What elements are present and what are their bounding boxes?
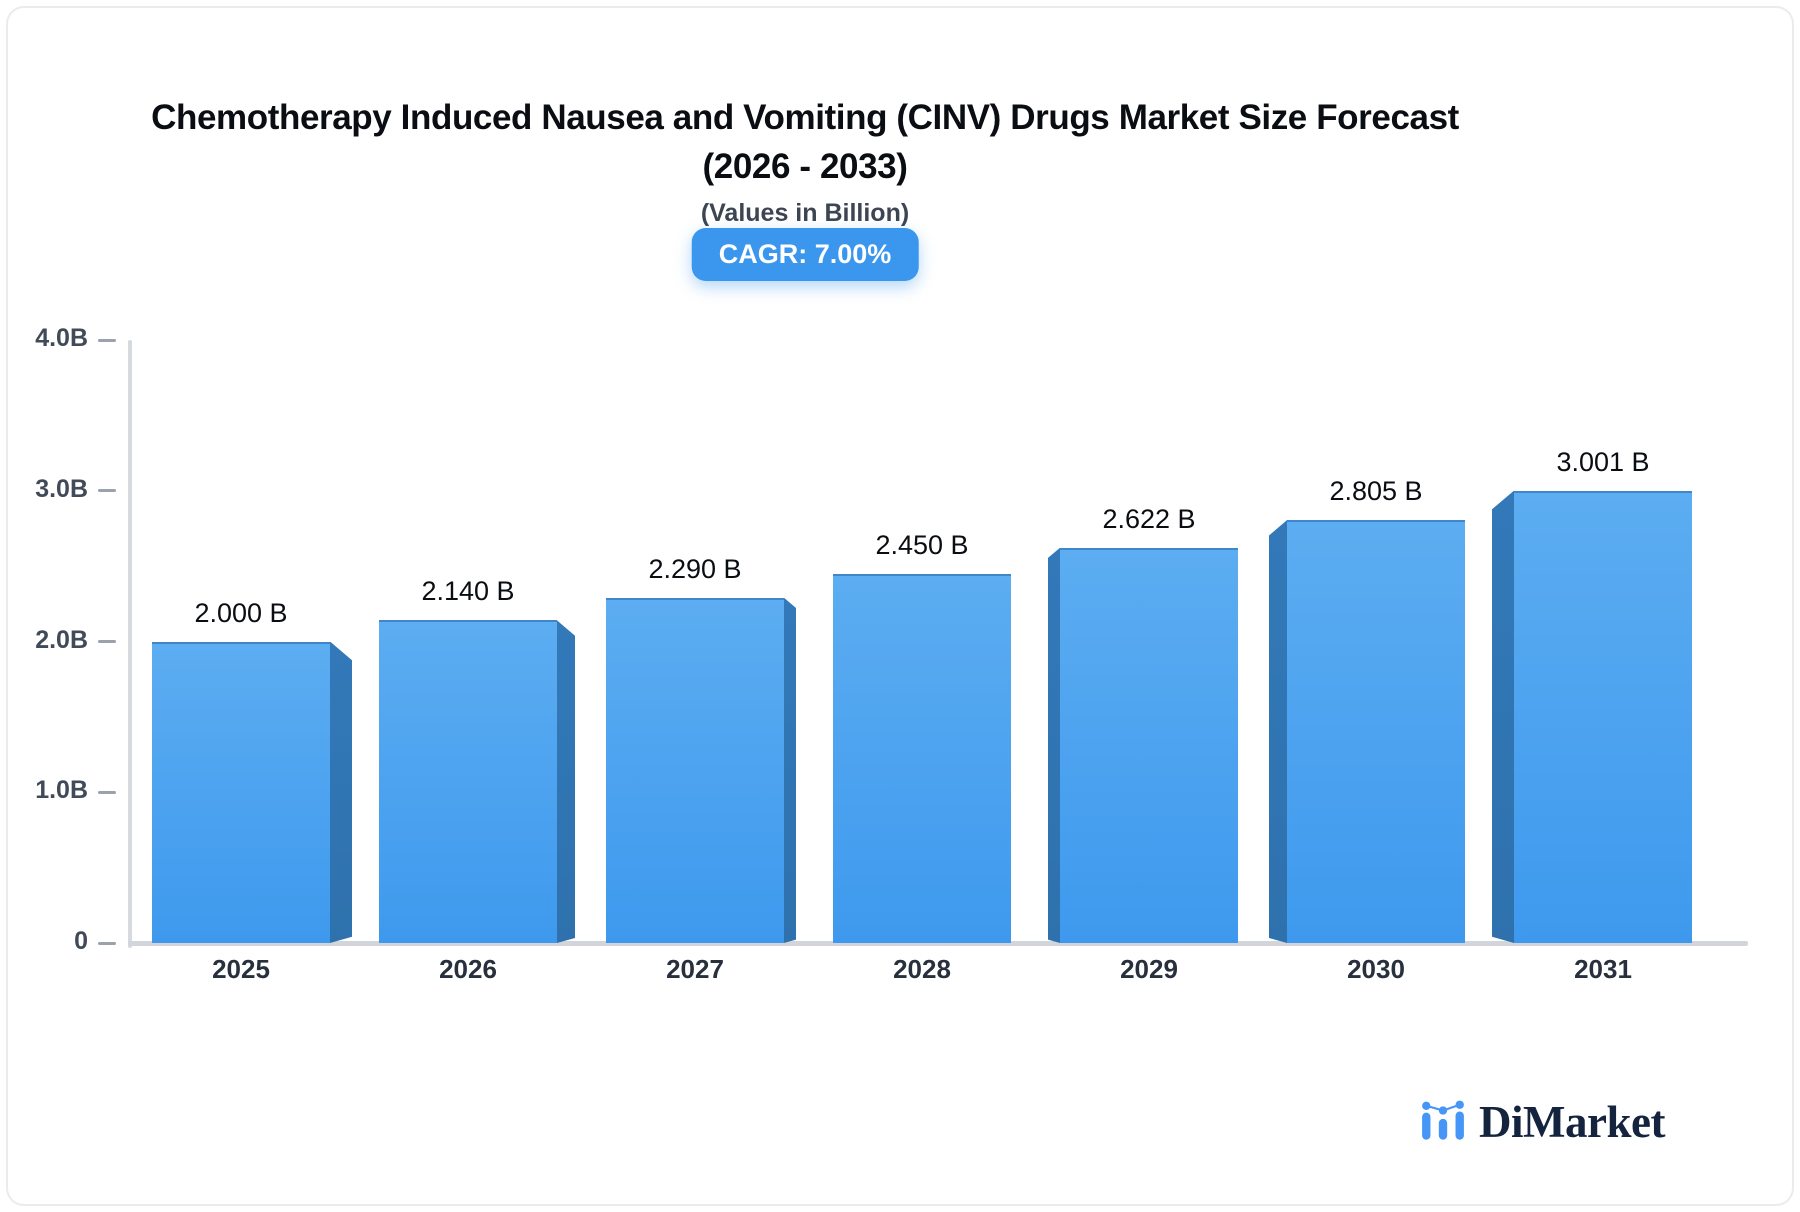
x-axis-label: 2028 [893,954,951,984]
x-axis-label: 2029 [1120,954,1178,984]
brand-logo: DiMarket [1420,1096,1665,1148]
bar-value-label: 2.140 B [421,576,515,607]
cagr-badge: CAGR: 7.00% [691,228,919,281]
y-tick-label: 3.0B [35,474,88,503]
bar-side-face [1048,548,1060,943]
bar-side-face [557,620,575,943]
brand-logo-text: DiMarket [1479,1097,1665,1147]
bar-value-label: 2.622 B [1102,503,1196,534]
y-tick-label: 1.0B [35,776,88,805]
x-axis-label: 2030 [1347,954,1405,984]
bar-value-label: 2.450 B [875,529,969,560]
x-axis-label: 2031 [1574,954,1632,984]
x-axis-label: 2026 [439,954,497,984]
bar-side-face [784,598,796,943]
bar[interactable] [606,597,784,943]
bar[interactable] [833,573,1011,943]
bar[interactable] [379,620,557,943]
bar[interactable] [1287,520,1465,943]
chart-title: Chemotherapy Induced Nausea and Vomiting… [151,98,1459,137]
bar[interactable] [1514,490,1692,943]
bar-value-label: 2.000 B [194,597,288,628]
brand-logo-icon [1422,1100,1464,1140]
bar[interactable] [152,641,330,943]
y-tick-dash [98,338,116,342]
bar-value-label: 2.805 B [1329,476,1423,507]
y-tick-dash [98,790,116,794]
y-tick-dash [98,489,116,493]
bar-value-label: 3.001 B [1556,446,1650,477]
chart-title-years: (2026 - 2033) [702,147,908,186]
x-axis-line [128,941,1748,946]
x-axis-label: 2027 [666,954,724,984]
bar[interactable] [1060,547,1238,943]
y-tick-label: 0 [74,927,88,955]
chart-subtitle: (Values in Billion) [700,199,910,227]
y-tick-dash [98,941,116,945]
x-axis-label: 2025 [212,954,270,984]
bar-side-face [1269,520,1287,943]
bar-side-face [330,642,352,944]
bar-value-label: 2.290 B [648,553,742,584]
y-tick-label: 2.0B [35,625,88,654]
y-tick-dash [98,640,116,643]
bar-side-face [1492,491,1514,943]
y-axis-line [128,340,132,948]
y-tick-label: 4.0B [35,324,88,352]
